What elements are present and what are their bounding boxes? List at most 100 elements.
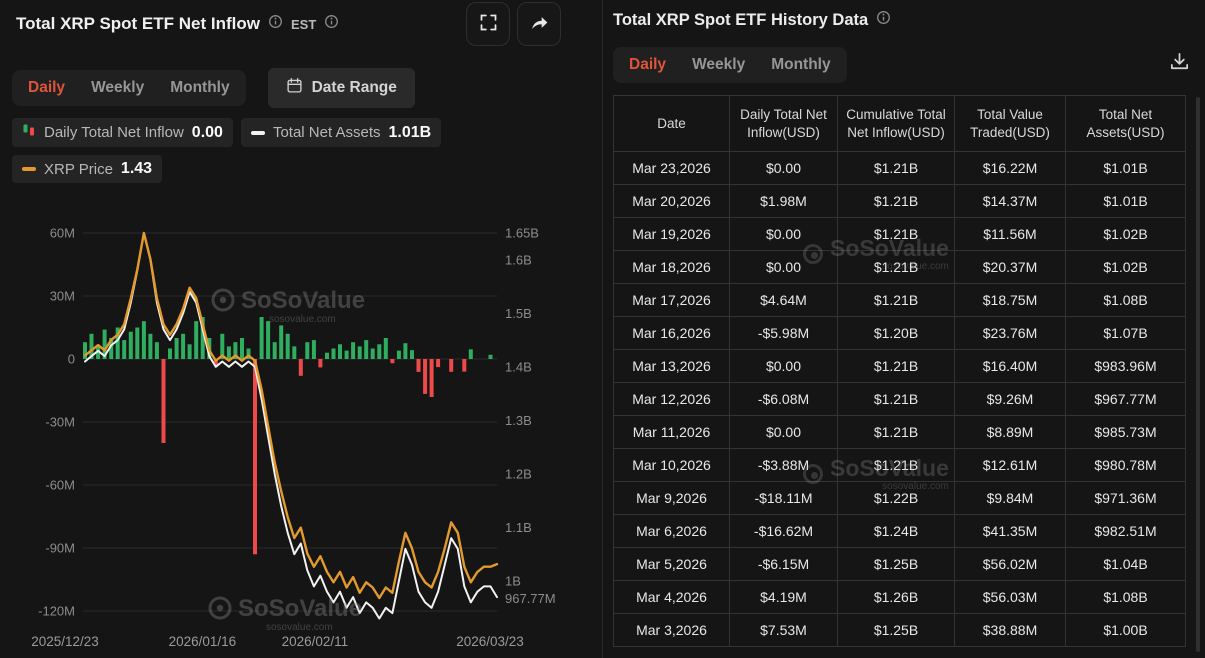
table-row: Mar 3,2026 $7.53M $1.25B $38.88M $1.00B: [613, 613, 1186, 648]
share-icon: [529, 12, 550, 36]
cell-net-assets: $1.02B: [1065, 250, 1186, 285]
svg-text:2025/12/23: 2025/12/23: [31, 634, 99, 649]
cell-cumulative-inflow: $1.21B: [837, 250, 955, 285]
download-icon: [1168, 52, 1191, 76]
svg-text:0: 0: [68, 352, 75, 367]
legend-value: 1.01B: [388, 123, 432, 141]
cell-net-assets: $980.78M: [1065, 448, 1186, 483]
info-icon[interactable]: [324, 14, 339, 34]
chart-actions: [466, 2, 561, 46]
table-row: Mar 16,2026 -$5.98M $1.20B $23.76M $1.07B: [613, 316, 1186, 351]
svg-text:1.6B: 1.6B: [505, 252, 532, 267]
legend-total-net-assets[interactable]: Total Net Assets 1.01B: [240, 118, 442, 147]
cell-cumulative-inflow: $1.21B: [837, 151, 955, 186]
legend-daily-net-inflow[interactable]: Daily Total Net Inflow 0.00: [12, 118, 233, 147]
svg-text:-30M: -30M: [45, 415, 75, 430]
fullscreen-button[interactable]: [466, 2, 510, 46]
column-header: Daily Total Net Inflow(USD): [729, 94, 838, 153]
assets-line-icon: [250, 130, 265, 135]
svg-text:1B: 1B: [505, 574, 521, 589]
date-range-label: Date Range: [311, 79, 397, 96]
net-inflow-panel: Total XRP Spot ETF Net Inflow EST Daily …: [0, 0, 602, 658]
legend-value: 0.00: [191, 123, 223, 141]
download-button[interactable]: [1168, 50, 1191, 76]
tab-monthly[interactable]: Monthly: [771, 56, 831, 73]
table-row: Mar 17,2026 $4.64M $1.21B $18.75M $1.08B: [613, 283, 1186, 318]
cell-daily-inflow: -$16.62M: [729, 514, 838, 549]
cell-net-assets: $1.07B: [1065, 316, 1186, 351]
calendar-icon: [286, 77, 303, 99]
table-row: Mar 9,2026 -$18.11M $1.22B $9.84M $971.36M: [613, 481, 1186, 516]
tab-daily[interactable]: Daily: [28, 79, 66, 96]
x-axis-labels: 2025/12/23 2026/01/16 2026/02/11 2026/03/23: [31, 634, 524, 649]
cell-net-assets: $971.36M: [1065, 481, 1186, 516]
column-header: Cumulative Total Net Inflow(USD): [837, 94, 955, 153]
svg-text:60M: 60M: [50, 226, 75, 241]
svg-text:-60M: -60M: [45, 478, 75, 493]
cell-value-traded: $16.40M: [954, 349, 1066, 384]
cell-daily-inflow: -$3.88M: [729, 448, 838, 483]
date-range-button[interactable]: Date Range: [267, 68, 415, 108]
cell-date: Mar 9,2026: [613, 481, 730, 516]
table-row: Mar 5,2026 -$6.15M $1.25B $56.02M $1.04B: [613, 547, 1186, 582]
share-button[interactable]: [517, 2, 561, 46]
cell-value-traded: $20.37M: [954, 250, 1066, 285]
history-table: Date Daily Total Net Inflow(USD) Cumulativ…: [613, 94, 1186, 648]
cell-net-assets: $983.96M: [1065, 349, 1186, 384]
cell-date: Mar 20,2026: [613, 184, 730, 219]
svg-text:2026/03/23: 2026/03/23: [456, 634, 524, 649]
svg-text:-90M: -90M: [45, 541, 75, 556]
svg-text:2026/01/16: 2026/01/16: [169, 634, 237, 649]
table-title: Total XRP Spot ETF History Data: [613, 10, 869, 29]
cell-date: Mar 12,2026: [613, 382, 730, 417]
tab-weekly[interactable]: Weekly: [91, 79, 145, 96]
cell-net-assets: $1.01B: [1065, 184, 1186, 219]
cell-date: Mar 4,2026: [613, 580, 730, 615]
chart-title: Total XRP Spot ETF Net Inflow: [16, 14, 260, 33]
svg-text:sosovalue.com: sosovalue.com: [269, 314, 336, 325]
cell-daily-inflow: $1.98M: [729, 184, 838, 219]
legend-label: Daily Total Net Inflow: [44, 124, 184, 141]
cell-value-traded: $12.61M: [954, 448, 1066, 483]
cell-date: Mar 19,2026: [613, 217, 730, 252]
tab-monthly[interactable]: Monthly: [170, 79, 230, 96]
cell-cumulative-inflow: $1.21B: [837, 349, 955, 384]
chart-header: Total XRP Spot ETF Net Inflow EST: [16, 14, 339, 34]
svg-text:1.2B: 1.2B: [505, 466, 532, 481]
cell-value-traded: $41.35M: [954, 514, 1066, 549]
cell-cumulative-inflow: $1.22B: [837, 481, 955, 516]
cell-value-traded: $14.37M: [954, 184, 1066, 219]
table-row: Mar 13,2026 $0.00 $1.21B $16.40M $983.96M: [613, 349, 1186, 384]
legend-label: XRP Price: [44, 160, 113, 178]
period-tabs: Daily Weekly Monthly: [12, 70, 246, 106]
chart-controls: Daily Weekly Monthly Date Range: [12, 68, 415, 108]
info-icon[interactable]: [876, 10, 891, 30]
legend-value: 1.43: [120, 160, 153, 177]
tab-daily[interactable]: Daily: [629, 56, 667, 73]
cell-cumulative-inflow: $1.25B: [837, 547, 955, 582]
cell-net-assets: $985.73M: [1065, 415, 1186, 450]
cell-cumulative-inflow: $1.21B: [837, 184, 955, 219]
cell-net-assets: $967.77M: [1065, 382, 1186, 417]
cell-cumulative-inflow: $1.21B: [837, 415, 955, 450]
svg-text:1.4B: 1.4B: [505, 359, 532, 374]
table-header: Total XRP Spot ETF History Data: [613, 10, 891, 30]
fullscreen-icon: [478, 12, 499, 36]
cell-daily-inflow: -$18.11M: [729, 481, 838, 516]
cell-daily-inflow: $0.00: [729, 151, 838, 186]
cell-date: Mar 17,2026: [613, 283, 730, 318]
xrp-price-line: [83, 231, 499, 600]
table-scrollbar[interactable]: [1196, 97, 1200, 652]
inflow-bars-icon: [22, 123, 36, 142]
cell-daily-inflow: $0.00: [729, 349, 838, 384]
legend-xrp-price[interactable]: XRP Price 1.43: [12, 155, 163, 183]
info-icon[interactable]: [268, 14, 283, 34]
chart-legend-row-1: Daily Total Net Inflow 0.00 Total Net As…: [12, 118, 442, 147]
chart-legend-row-2: XRP Price 1.43: [12, 155, 163, 183]
cell-daily-inflow: -$6.08M: [729, 382, 838, 417]
period-tabs: Daily Weekly Monthly: [613, 47, 847, 83]
cell-net-assets: $1.00B: [1065, 613, 1186, 648]
tab-weekly[interactable]: Weekly: [692, 56, 746, 73]
